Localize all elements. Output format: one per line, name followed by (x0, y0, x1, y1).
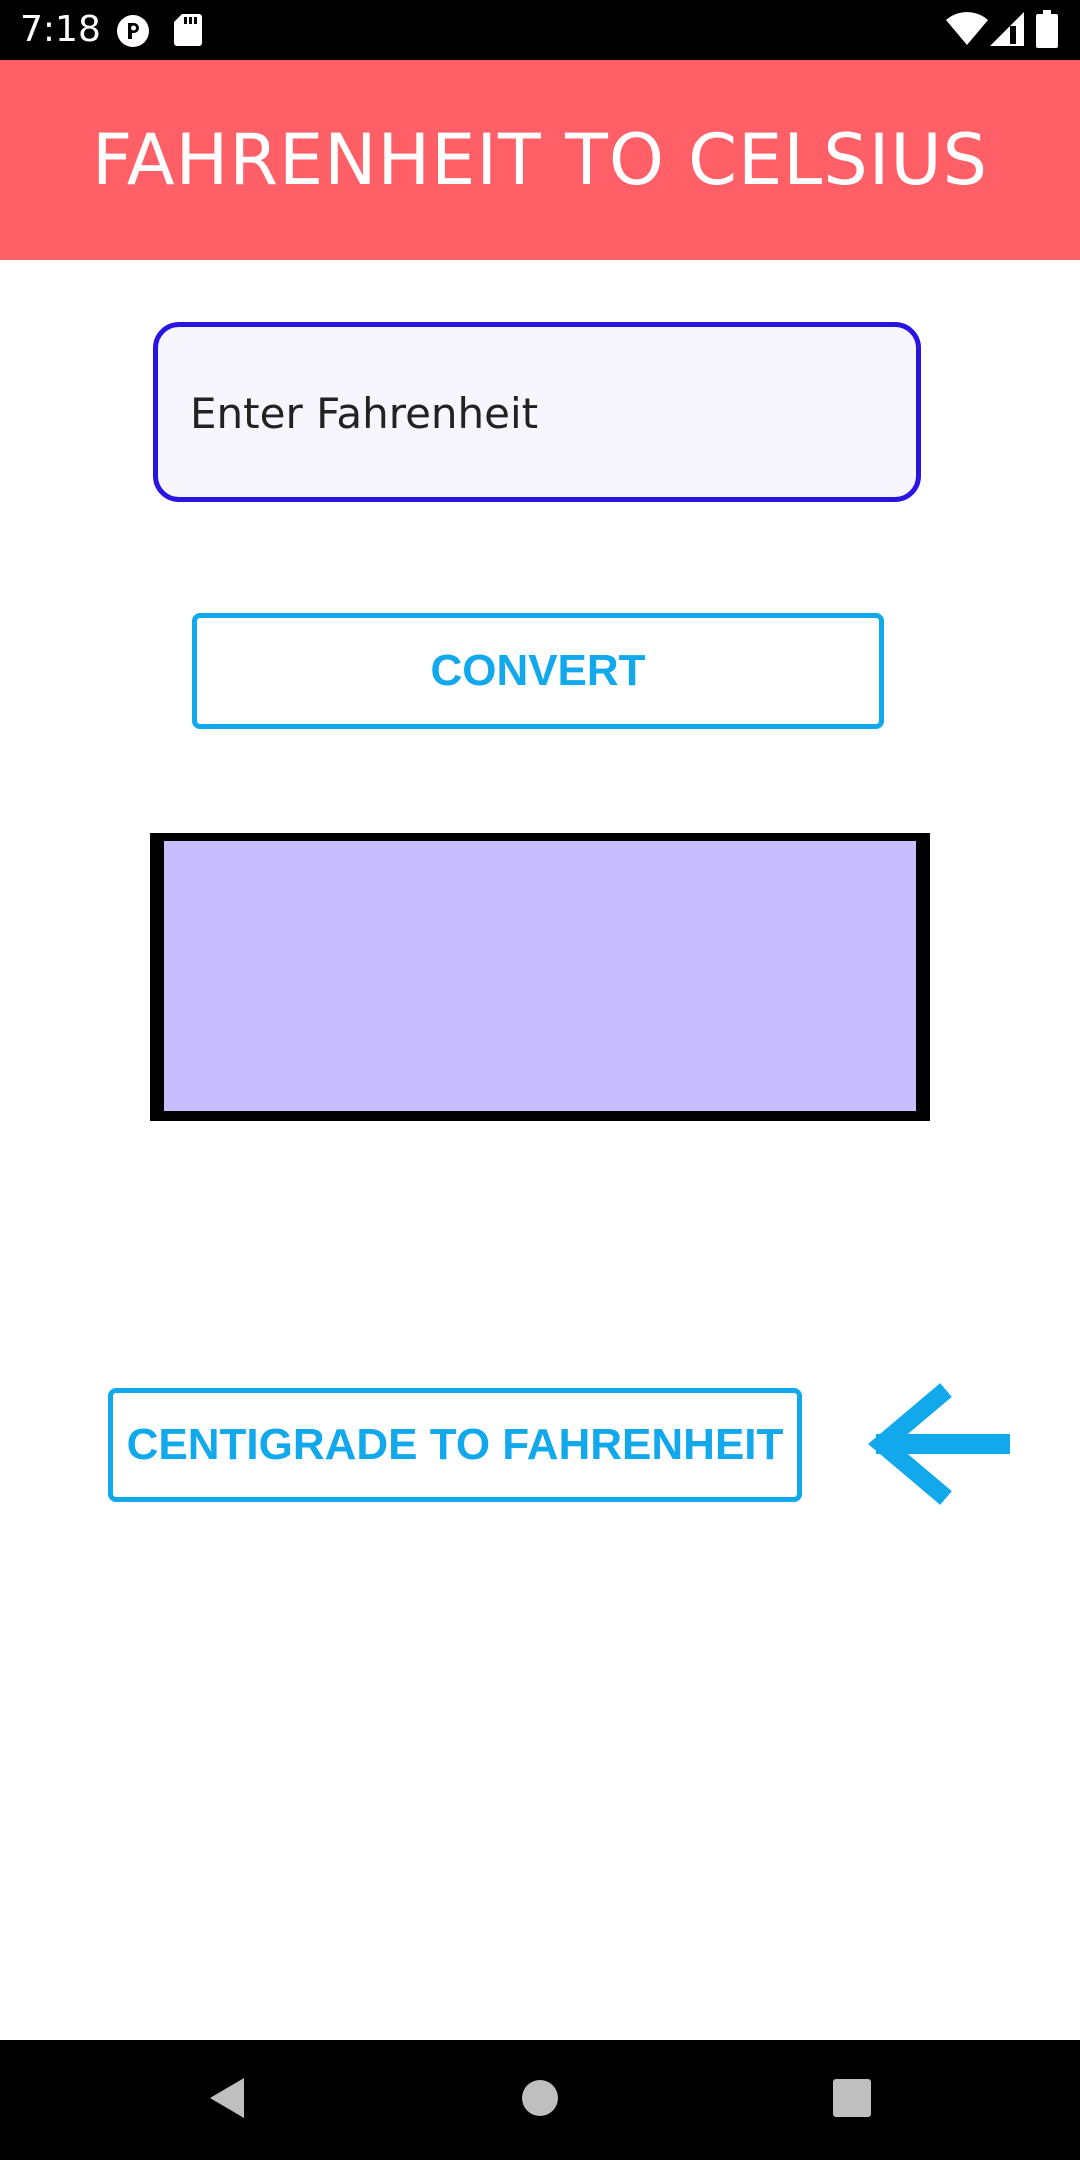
cell-signal-icon (990, 12, 1024, 51)
recents-icon (833, 2078, 871, 2122)
result-box (150, 833, 930, 1121)
back-icon (206, 2076, 246, 2125)
fahrenheit-input[interactable] (188, 327, 892, 499)
app-bar: FAHRENHEIT TO CELSIUS (0, 60, 1080, 260)
home-icon (521, 2079, 559, 2122)
page-title: FAHRENHEIT TO CELSIUS (91, 119, 989, 201)
convert-button[interactable]: CONVERT (192, 613, 884, 729)
navigation-bar (0, 2040, 1080, 2160)
status-time: 7:18 (20, 9, 101, 50)
status-bar: 7:18 (0, 0, 1080, 60)
nav-recents-button[interactable] (792, 2040, 912, 2160)
wifi-icon (946, 12, 988, 51)
arrow-left-icon[interactable] (868, 1382, 1010, 1506)
centigrade-to-fahrenheit-button[interactable]: CENTIGRADE TO FAHRENHEIT (108, 1388, 802, 1502)
nav-back-button[interactable] (166, 2040, 286, 2160)
nav-home-button[interactable] (480, 2040, 600, 2160)
app-notification-icon (116, 14, 150, 53)
battery-icon (1036, 10, 1058, 53)
sd-card-icon (174, 14, 202, 51)
result-display (164, 841, 916, 1111)
fahrenheit-input-container (153, 322, 921, 502)
